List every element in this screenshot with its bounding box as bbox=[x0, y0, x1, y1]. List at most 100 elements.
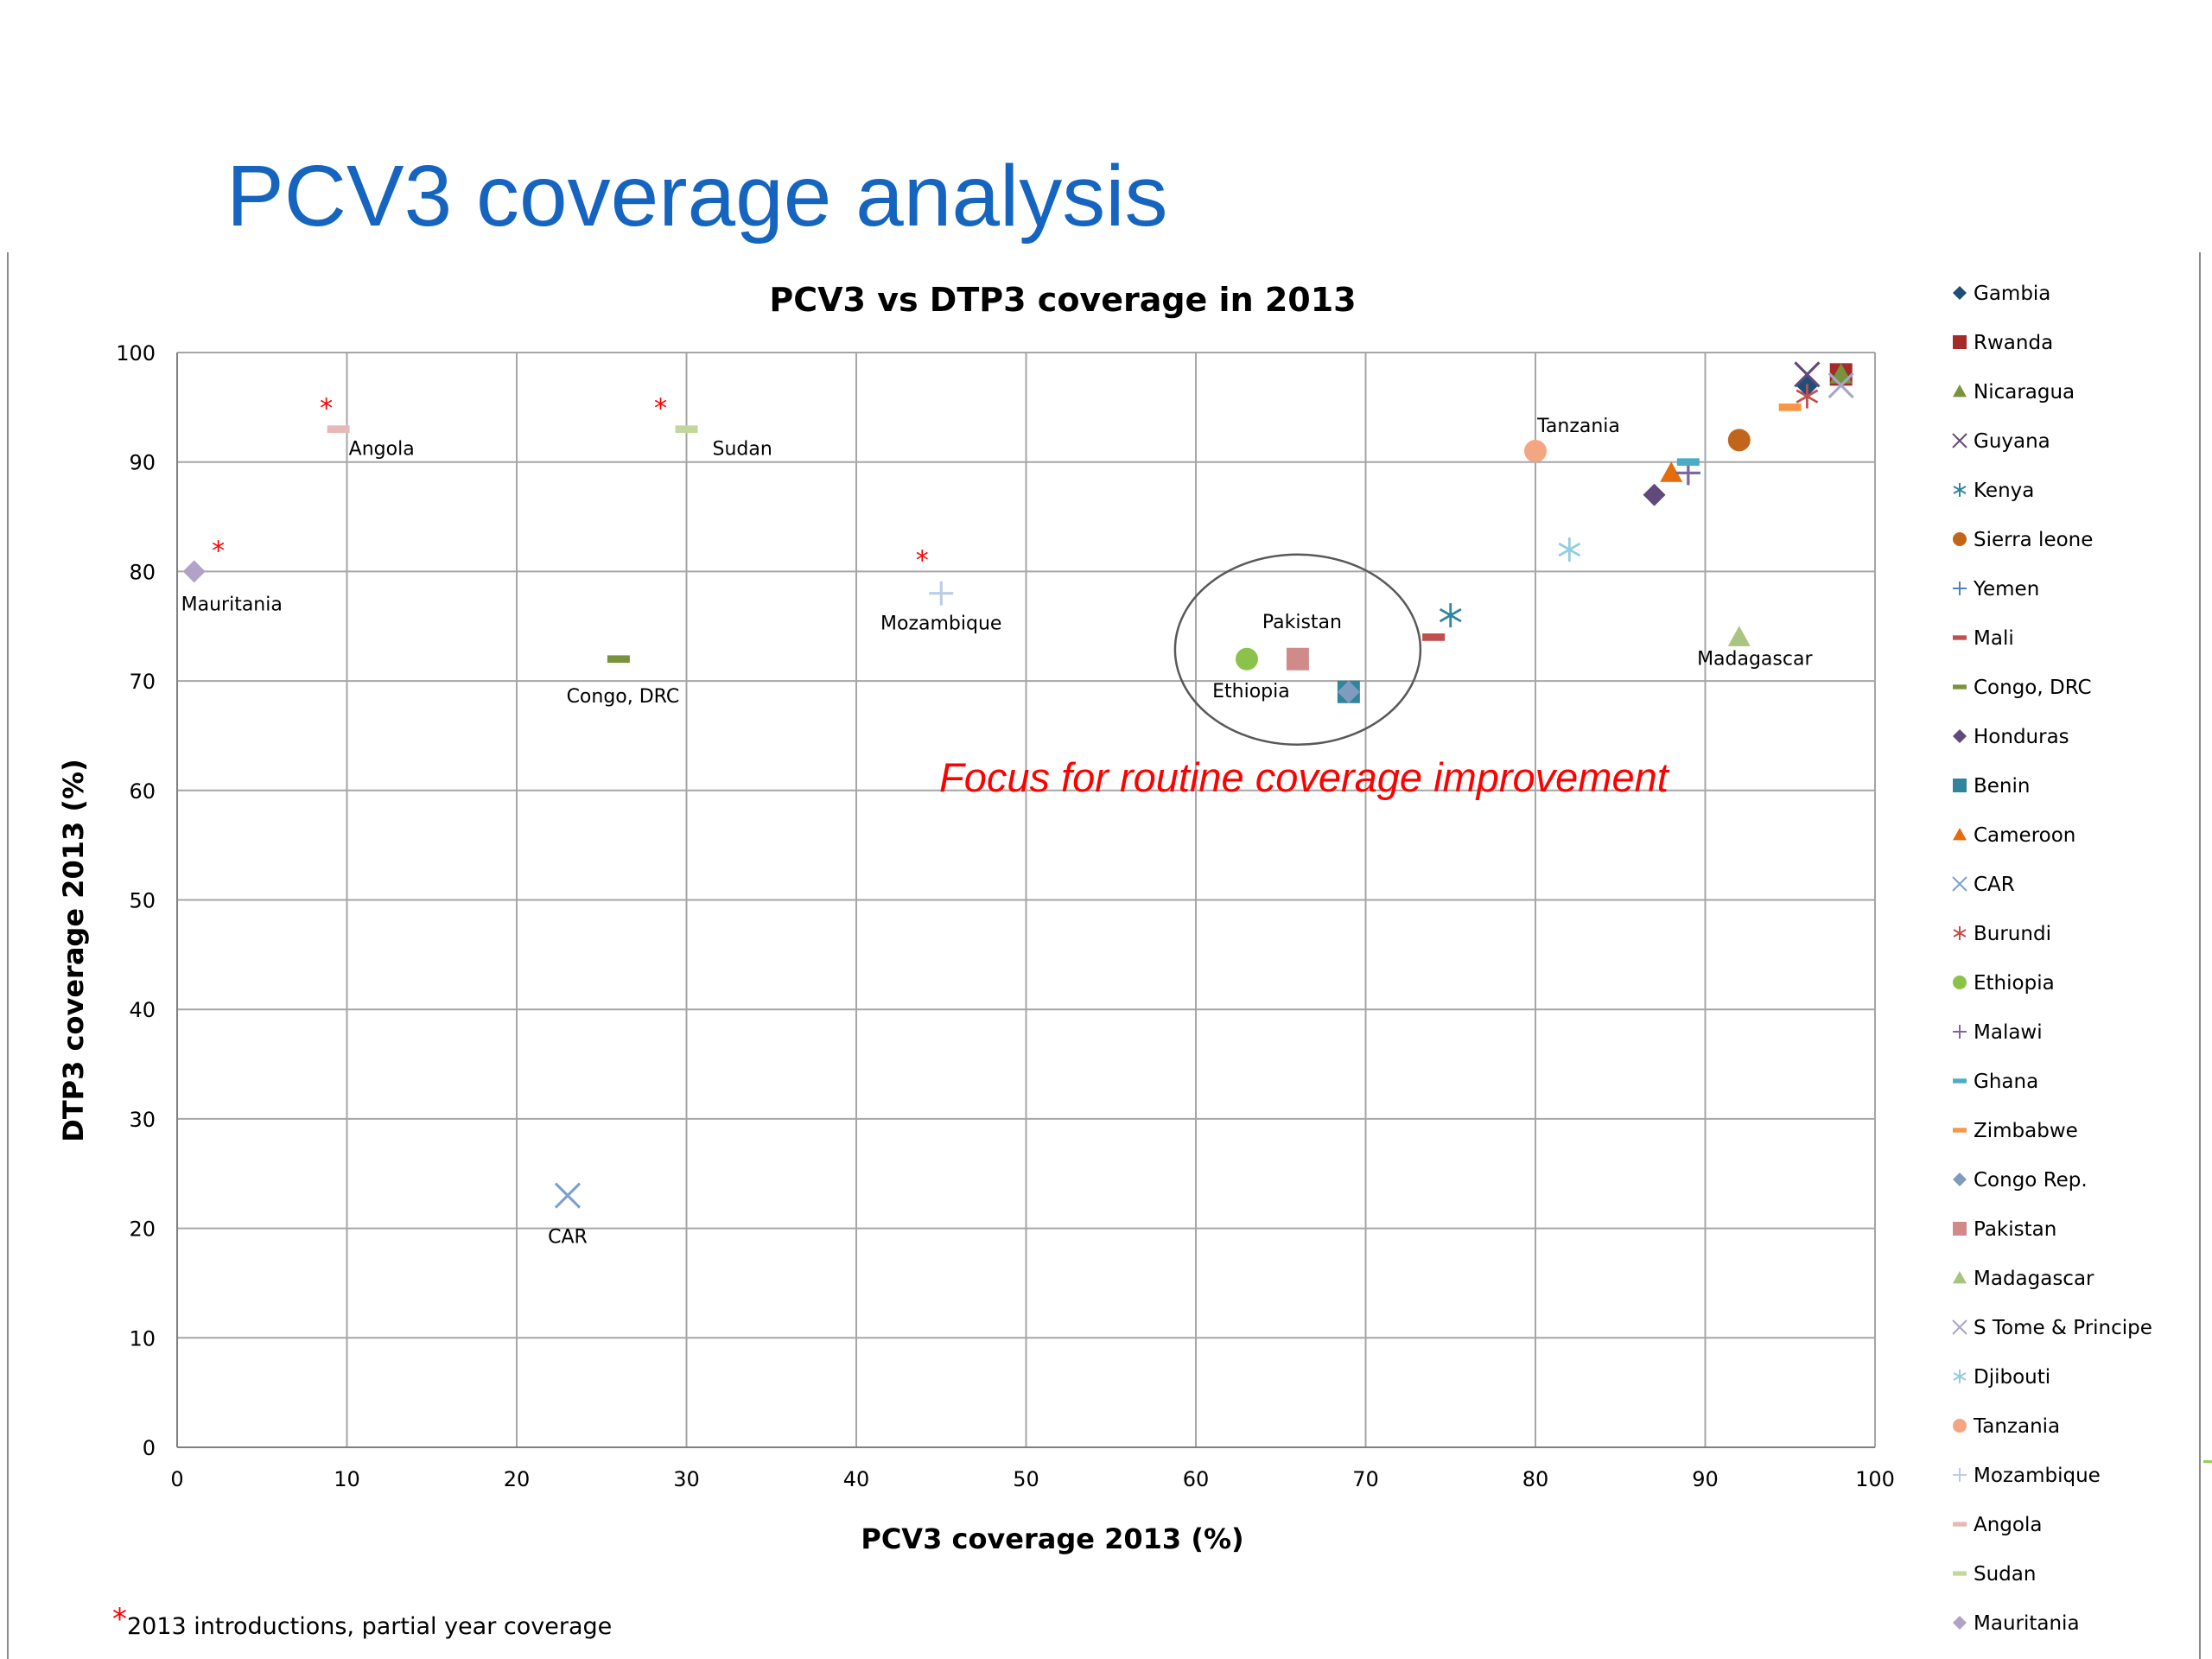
legend-label: Tanzania bbox=[1973, 1415, 2060, 1438]
chart-annotations bbox=[1173, 553, 1422, 747]
x-tick-label: 40 bbox=[843, 1467, 870, 1491]
y-tick-label: 60 bbox=[129, 779, 156, 804]
x-tick-label: 0 bbox=[170, 1467, 183, 1491]
point-sudan bbox=[675, 425, 698, 434]
legend-entry: Rwanda bbox=[1953, 332, 2053, 354]
legend-entry: Gambia bbox=[1953, 283, 2050, 305]
legend-label: Angola bbox=[1974, 1514, 2042, 1536]
point-label: Mauritania bbox=[181, 594, 283, 615]
legend-label: Burundi bbox=[1974, 923, 2051, 945]
legend-entry: Honduras bbox=[1953, 726, 2069, 748]
point-burundi bbox=[1796, 384, 1819, 409]
y-tick-label: 0 bbox=[143, 1436, 156, 1460]
legend-marker bbox=[1952, 876, 1967, 892]
legend-marker bbox=[1953, 635, 1967, 640]
point-tanzania bbox=[1524, 440, 1547, 463]
legend-label: Gambia bbox=[1974, 283, 2050, 305]
slide-frame-left bbox=[7, 252, 9, 1659]
x-tick-label: 60 bbox=[1183, 1467, 1210, 1491]
slide-title: PCV3 coverage analysis bbox=[226, 148, 1168, 245]
slide-accent-mark bbox=[2203, 1460, 2212, 1463]
legend-marker bbox=[1953, 779, 1967, 792]
introduction-star: * bbox=[916, 546, 929, 576]
legend-marker bbox=[1953, 1468, 1967, 1482]
y-tick-label: 10 bbox=[129, 1326, 156, 1351]
legend-entry: Malawi bbox=[1953, 1021, 2043, 1044]
legend-marker bbox=[1953, 1571, 1967, 1576]
y-tick-label: 20 bbox=[129, 1217, 156, 1242]
x-tick-label: 90 bbox=[1692, 1467, 1719, 1491]
legend-marker bbox=[1952, 433, 1967, 448]
legend-label: Congo Rep. bbox=[1974, 1169, 2088, 1192]
legend-marker bbox=[1953, 1271, 1967, 1284]
point-label: Ethiopia bbox=[1212, 681, 1290, 702]
y-axis-label: DTP3 coverage 2013 (%) bbox=[57, 759, 90, 1141]
legend-label: Congo, DRC bbox=[1974, 677, 2092, 699]
legend-marker bbox=[1953, 1522, 1967, 1527]
legend-label: Nicaragua bbox=[1974, 381, 2075, 404]
legend-marker bbox=[1953, 1616, 1967, 1630]
legend-label: Pakistan bbox=[1974, 1218, 2056, 1241]
point-label: Congo, DRC bbox=[567, 686, 680, 708]
legend-entry: CAR bbox=[1952, 874, 2015, 896]
legend-marker bbox=[1953, 926, 1967, 940]
chart-points bbox=[182, 361, 1854, 1209]
legend-entry: Djibouti bbox=[1953, 1366, 2050, 1389]
point-label: Pakistan bbox=[1262, 612, 1342, 633]
legend-entry: S Tome & Principe bbox=[1952, 1317, 2152, 1339]
point-angola bbox=[327, 425, 350, 434]
legend-marker bbox=[1952, 1319, 1967, 1335]
point-sierra-leone bbox=[1727, 429, 1751, 452]
legend-entry: Angola bbox=[1953, 1514, 2042, 1536]
point-congo-drc bbox=[607, 655, 630, 664]
legend-marker bbox=[1953, 385, 1967, 397]
legend-label: Ghana bbox=[1974, 1071, 2038, 1093]
legend-entry: Nicaragua bbox=[1953, 381, 2075, 404]
legend-label: Mozambique bbox=[1974, 1465, 2101, 1487]
chart-axes bbox=[176, 353, 1875, 1448]
legend-label: Sudan bbox=[1974, 1563, 2036, 1586]
legend-marker bbox=[1953, 684, 1967, 690]
legend-entry: Yemen bbox=[1953, 578, 2039, 601]
legend-entry: Sudan bbox=[1953, 1563, 2036, 1586]
legend-marker bbox=[1953, 335, 1967, 349]
point-label: CAR bbox=[548, 1227, 588, 1249]
x-axis-label: PCV3 coverage 2013 (%) bbox=[861, 1522, 1243, 1555]
y-tick-label: 30 bbox=[129, 1108, 156, 1132]
x-tick-label: 50 bbox=[1013, 1467, 1039, 1491]
point-mozambique bbox=[929, 581, 954, 606]
x-tick-label: 70 bbox=[1352, 1467, 1379, 1491]
y-tick-label: 100 bbox=[116, 341, 156, 365]
introduction-star: * bbox=[212, 536, 225, 566]
chart-legend: Gambia Rwanda Nicaragua Guyana Kenya Sierra l… bbox=[1952, 283, 2152, 1635]
legend-label: Cameroon bbox=[1974, 824, 2075, 847]
legend-marker bbox=[1953, 1370, 1967, 1383]
point-pakistan bbox=[1286, 647, 1309, 671]
legend-entry: Ethiopia bbox=[1953, 972, 2055, 995]
x-tick-label: 30 bbox=[673, 1467, 700, 1491]
focus-annotation: Focus for routine coverage improvement bbox=[939, 754, 1669, 800]
legend-entry: Mozambique bbox=[1953, 1465, 2101, 1487]
legend-entry: Congo, DRC bbox=[1953, 677, 2092, 699]
legend-marker bbox=[1953, 582, 1967, 595]
legend-label: Madagascar bbox=[1974, 1268, 2094, 1290]
slide-frame-right bbox=[2199, 252, 2201, 1659]
legend-marker bbox=[1953, 483, 1967, 497]
legend-entry: Tanzania bbox=[1953, 1415, 2060, 1438]
legend-label: S Tome & Principe bbox=[1974, 1317, 2152, 1339]
legend-label: Djibouti bbox=[1974, 1366, 2050, 1389]
legend-label: Yemen bbox=[1973, 578, 2039, 601]
legend-label: Kenya bbox=[1974, 480, 2034, 502]
legend-marker bbox=[1953, 532, 1967, 546]
focus-ellipse bbox=[1173, 553, 1422, 747]
y-tick-label: 40 bbox=[129, 998, 156, 1022]
chart-point-labels: Congo, DRC CAR Ethiopia Pakistan Madagascar T… bbox=[181, 394, 1814, 1249]
legend-entry: Sierra leone bbox=[1953, 529, 2093, 551]
legend-marker bbox=[1953, 1128, 1967, 1133]
legend-label: Mali bbox=[1974, 627, 2014, 650]
chart-tick-labels: 0 10 20 30 40 50 60 70 80 90 100 0 10 20 30 40 50 60 70 80 9… bbox=[116, 341, 1895, 1491]
point-zimbabwe bbox=[1778, 404, 1802, 411]
legend-entry: Ghana bbox=[1953, 1071, 2038, 1093]
legend-entry: Cameroon bbox=[1953, 824, 2075, 847]
